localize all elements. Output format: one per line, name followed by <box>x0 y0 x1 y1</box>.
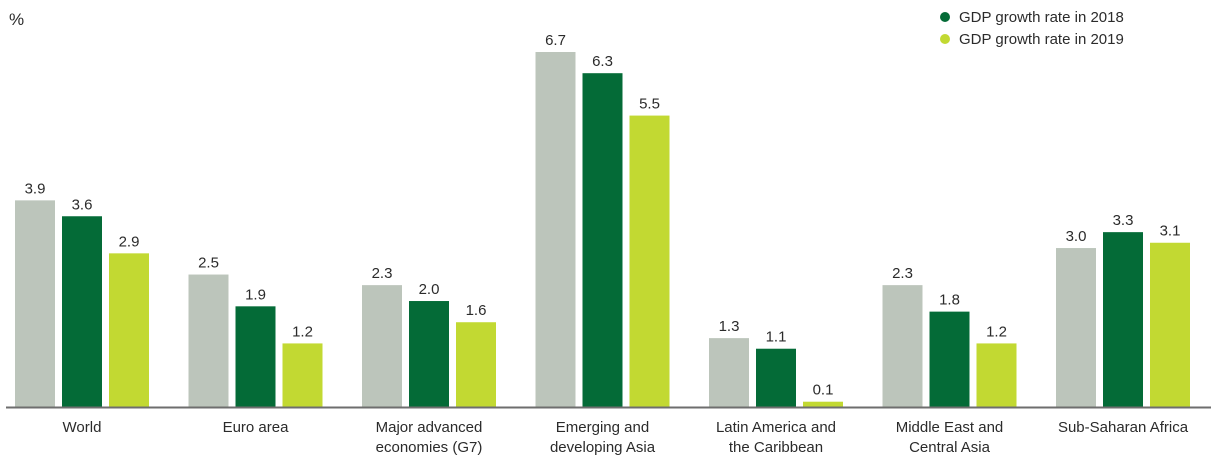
bar-3-1 <box>582 73 623 407</box>
data-label-6-1: 3.3 <box>1113 212 1134 229</box>
data-label-0-2: 2.9 <box>119 233 140 250</box>
bar-5-2 <box>976 343 1017 407</box>
bar-4-0 <box>709 338 749 407</box>
legend-swatch-2018 <box>940 12 950 22</box>
data-label-3-1: 6.3 <box>592 53 613 70</box>
category-label-4-0: Latin America and <box>716 419 836 436</box>
data-label-4-1: 1.1 <box>766 329 787 346</box>
category-label-5-0: Middle East and <box>896 419 1004 436</box>
bar-3-2 <box>629 115 670 407</box>
data-label-3-2: 5.5 <box>639 96 660 113</box>
bar-4-2 <box>803 401 843 407</box>
legend-swatch-2019 <box>940 34 950 44</box>
legend-item-2019: GDP growth rate in 2019 <box>940 28 1124 50</box>
data-label-2-2: 1.6 <box>466 302 487 319</box>
data-label-5-2: 1.2 <box>986 323 1007 340</box>
data-label-1-1: 1.9 <box>245 286 266 303</box>
bar-6-1 <box>1103 232 1143 407</box>
data-label-2-0: 2.3 <box>372 265 393 282</box>
category-label-3-1: developing Asia <box>550 439 656 456</box>
data-label-2-1: 2.0 <box>419 281 440 298</box>
data-label-0-1: 3.6 <box>72 196 93 213</box>
bar-2-0 <box>362 285 402 407</box>
category-label-0-0: World <box>63 419 102 436</box>
category-label-1-0: Euro area <box>223 419 290 436</box>
bar-0-0 <box>15 200 55 407</box>
data-label-0-0: 3.9 <box>25 180 46 197</box>
category-label-3-0: Emerging and <box>556 419 649 436</box>
data-label-4-2: 0.1 <box>813 382 834 399</box>
data-label-5-0: 2.3 <box>892 265 913 282</box>
bar-5-0 <box>882 285 923 407</box>
data-label-1-0: 2.5 <box>198 255 219 272</box>
bar-5-1 <box>929 311 970 407</box>
bar-1-1 <box>235 306 276 407</box>
data-label-1-2: 1.2 <box>292 323 313 340</box>
data-label-3-0: 6.7 <box>545 32 566 49</box>
bar-2-1 <box>409 301 449 407</box>
category-label-6-0: Sub-Saharan Africa <box>1058 419 1189 436</box>
data-label-6-0: 3.0 <box>1066 228 1087 245</box>
category-label-5-1: Central Asia <box>909 439 991 456</box>
bar-0-2 <box>109 253 149 407</box>
category-label-2-0: Major advanced <box>376 419 483 436</box>
bar-1-2 <box>282 343 323 407</box>
legend-item-2018: GDP growth rate in 2018 <box>940 6 1124 28</box>
bar-1-0 <box>188 274 229 407</box>
bar-2-2 <box>456 322 496 407</box>
bar-6-0 <box>1056 248 1096 407</box>
legend-label-2018: GDP growth rate in 2018 <box>959 8 1124 26</box>
legend-label-2019: GDP growth rate in 2019 <box>959 30 1124 48</box>
legend: GDP growth rate in 2018 GDP growth rate … <box>940 6 1124 50</box>
data-label-5-1: 1.8 <box>939 292 960 309</box>
bar-4-1 <box>756 348 796 407</box>
data-label-6-2: 3.1 <box>1160 223 1181 240</box>
category-label-2-1: economies (G7) <box>376 439 483 456</box>
data-label-4-0: 1.3 <box>719 318 740 335</box>
bar-6-2 <box>1150 242 1190 407</box>
bar-3-0 <box>535 52 576 407</box>
category-label-4-1: the Caribbean <box>729 439 823 456</box>
y-axis-unit-label: % <box>9 10 25 29</box>
bar-0-1 <box>62 216 102 407</box>
